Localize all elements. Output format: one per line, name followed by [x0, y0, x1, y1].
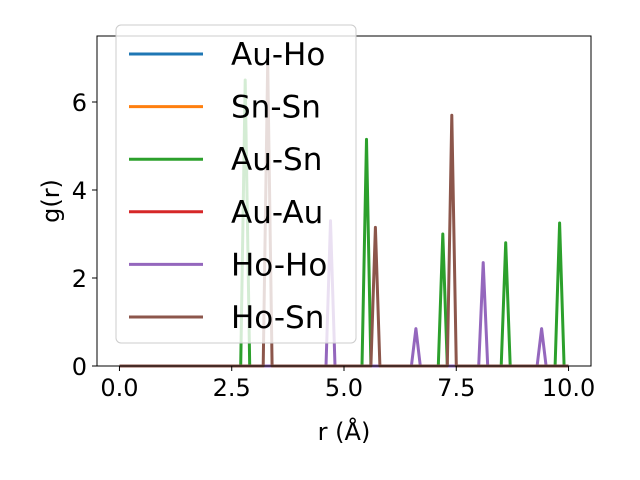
legend: Au-Ho Sn-Sn Au-Sn Au-Au Ho-Ho Ho-Sn: [115, 24, 357, 344]
x-tick-label: 10.0: [542, 374, 595, 402]
y-axis-label: g(r): [37, 179, 65, 223]
y-tick-label: 2: [72, 265, 87, 293]
y-axis: 0 2 4 6: [72, 89, 97, 381]
y-tick-label: 4: [72, 177, 87, 205]
legend-label: Au-Au: [231, 195, 323, 231]
y-tick-label: 0: [72, 353, 87, 381]
x-axis: 0.0 2.5 5.0 7.5 10.0: [100, 366, 595, 402]
legend-label: Au-Ho: [231, 37, 325, 73]
legend-label: Au-Sn: [231, 142, 322, 178]
x-tick-label: 0.0: [100, 374, 138, 402]
legend-label: Ho-Sn: [231, 300, 324, 336]
x-tick-label: 2.5: [213, 374, 251, 402]
x-axis-label: r (Å): [318, 417, 371, 446]
x-tick-label: 5.0: [325, 374, 363, 402]
x-tick-label: 7.5: [437, 374, 475, 402]
y-tick-label: 6: [72, 89, 87, 117]
legend-label: Sn-Sn: [231, 90, 321, 126]
legend-label: Ho-Ho: [231, 247, 327, 283]
